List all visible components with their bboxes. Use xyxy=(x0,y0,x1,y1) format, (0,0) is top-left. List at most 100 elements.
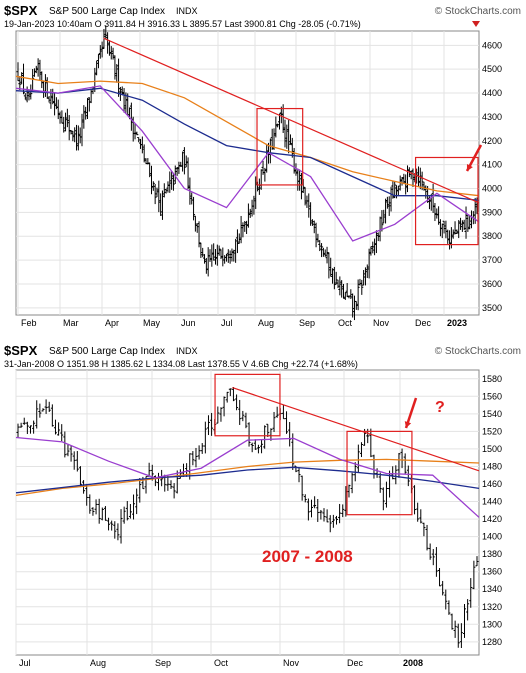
ohlc-bar xyxy=(378,472,382,493)
x-tick-label: Jul xyxy=(221,318,233,328)
ohlc-bar xyxy=(290,137,294,158)
ohlc-bar xyxy=(387,196,391,216)
bottom-watermark: © StockCharts.com xyxy=(435,346,521,357)
ohlc-bar xyxy=(413,485,417,515)
ohlc-bar xyxy=(418,167,422,190)
ohlc-bar xyxy=(403,453,407,475)
y-tick-label: 4500 xyxy=(482,64,502,74)
ohlc-bar xyxy=(433,203,437,222)
ohlc-bar xyxy=(285,124,289,149)
ohlc-bar xyxy=(466,215,470,232)
ohlc-bar xyxy=(122,88,126,113)
ohlc-bar xyxy=(247,422,251,447)
ohlc-bar xyxy=(453,620,457,638)
highlight-box xyxy=(346,430,413,516)
ohlc-bar xyxy=(231,387,235,402)
ohlc-bar xyxy=(16,423,20,438)
ohlc-bar xyxy=(244,412,248,429)
ohlc-bar xyxy=(291,433,295,470)
ohlc-bar xyxy=(25,421,29,435)
question-mark: ? xyxy=(435,399,445,416)
ohlc-bar xyxy=(316,498,320,522)
top-symbol: $SPX xyxy=(4,3,38,18)
ohlc-bar xyxy=(263,167,267,182)
bottom-chart-panel: $SPX S&P 500 Large Cap Index INDX © Stoc… xyxy=(0,340,526,668)
ohlc-bar xyxy=(173,165,177,184)
ohlc-bar xyxy=(391,466,395,480)
ohlc-bar xyxy=(157,180,161,213)
ohlc-bar xyxy=(453,221,457,235)
ohlc-bar xyxy=(199,242,203,259)
ohlc-bar xyxy=(442,220,446,234)
ohlc-bar xyxy=(133,123,137,140)
ohlc-bar xyxy=(62,116,66,133)
x-tick-label: Nov xyxy=(283,658,300,668)
ohlc-bar xyxy=(279,106,283,124)
ohlc-bar xyxy=(299,172,303,200)
ohlc-bar xyxy=(132,494,136,520)
ohlc-bar xyxy=(283,119,287,148)
ohlc-bar xyxy=(19,422,23,428)
ohlc-bar xyxy=(203,254,207,264)
ohlc-bar xyxy=(91,507,95,516)
ohlc-bar xyxy=(213,249,217,265)
ohlc-bar xyxy=(175,470,179,494)
ohlc-bar xyxy=(349,289,353,300)
moving-average-blue xyxy=(15,466,480,494)
ohlc-bar xyxy=(66,443,70,457)
ohlc-bar xyxy=(332,266,336,290)
ohlc-bar xyxy=(47,401,51,413)
ohlc-bar xyxy=(469,578,473,608)
ohlc-bar xyxy=(47,95,51,103)
ohlc-bar xyxy=(200,443,204,454)
bottom-symbol: $SPX xyxy=(4,343,38,358)
y-tick-label: 1440 xyxy=(482,497,502,507)
ohlc-bar xyxy=(347,484,351,498)
y-tick-label: 1380 xyxy=(482,549,502,559)
ohlc-bar xyxy=(148,162,152,178)
ohlc-bar xyxy=(394,465,398,485)
ohlc-bar xyxy=(365,264,369,279)
ohlc-bar xyxy=(350,472,354,494)
y-tick-label: 3900 xyxy=(482,207,502,217)
ohlc-bar xyxy=(23,93,27,100)
ohlc-bar xyxy=(234,238,238,263)
top-chart-svg: $SPX S&P 500 Large Cap Index INDX © Stoc… xyxy=(0,0,526,334)
y-tick-label: 4300 xyxy=(482,112,502,122)
ohlc-bar xyxy=(106,32,110,54)
y-tick-label: 3600 xyxy=(482,279,502,289)
top-annotations xyxy=(103,37,483,246)
ohlc-bar xyxy=(434,547,438,577)
y-tick-label: 1580 xyxy=(482,374,502,384)
ohlc-bar xyxy=(380,210,384,232)
y-tick-label: 1340 xyxy=(482,584,502,594)
ohlc-bar xyxy=(16,62,20,82)
ohlc-bar xyxy=(266,423,270,437)
ohlc-bar xyxy=(351,293,355,318)
top-quote-line: 19-Jan-2023 10:40am O 3911.84 H 3916.33 … xyxy=(4,19,361,29)
ohlc-bar xyxy=(85,98,89,120)
highlight-box xyxy=(256,107,304,186)
ohlc-bar xyxy=(88,494,92,514)
ohlc-bar xyxy=(464,206,468,239)
ohlc-bar xyxy=(109,46,113,60)
ohlc-bar xyxy=(444,589,448,610)
ohlc-bar xyxy=(450,613,454,630)
bottom-exchange: INDX xyxy=(176,346,198,356)
ohlc-bar xyxy=(446,229,450,244)
ohlc-bar xyxy=(252,195,256,215)
ohlc-bar xyxy=(316,233,320,243)
ohlc-bar xyxy=(322,508,326,522)
ohlc-bar xyxy=(159,193,163,216)
top-moving-averages xyxy=(15,75,480,242)
x-tick-label: Jul xyxy=(19,658,31,668)
ohlc-bar xyxy=(238,399,242,425)
x-tick-label: 2023 xyxy=(447,318,467,328)
down-arrow-icon xyxy=(472,21,480,27)
ohlc-bar xyxy=(75,451,79,472)
ohlc-bar xyxy=(100,41,104,58)
ohlc-bar xyxy=(170,171,174,190)
ohlc-bar xyxy=(95,60,99,76)
top-chart-panel: $SPX S&P 500 Large Cap Index INDX © Stoc… xyxy=(0,0,526,334)
ohlc-bar xyxy=(338,276,342,296)
